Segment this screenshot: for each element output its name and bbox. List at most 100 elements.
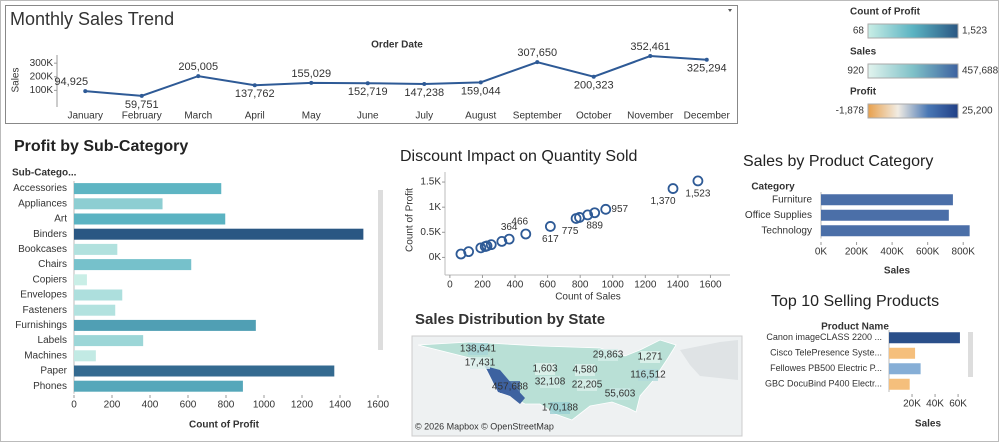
legend-max: 1,523	[962, 26, 987, 37]
x-tick-label: May	[302, 111, 321, 122]
point	[252, 83, 257, 88]
point[interactable]	[496, 235, 508, 247]
data-label: 307,650	[517, 47, 557, 59]
category-label: Fasteners	[23, 305, 67, 316]
bar[interactable]	[74, 289, 123, 301]
point[interactable]	[692, 175, 704, 187]
state-fill[interactable]	[468, 343, 488, 355]
legend-min: 68	[853, 26, 865, 37]
legend-max: 457,688	[962, 66, 999, 77]
bar[interactable]	[74, 274, 87, 286]
bar[interactable]	[889, 347, 916, 359]
bar[interactable]	[889, 363, 921, 375]
bar[interactable]	[74, 365, 335, 377]
category-label: Machines	[24, 350, 67, 361]
bar[interactable]	[821, 194, 953, 206]
x-tick-label: March	[184, 111, 212, 122]
scrollbar[interactable]	[378, 190, 383, 350]
data-label: 1,523	[685, 189, 710, 200]
chart-title: Discount Impact on Quantity Sold	[400, 148, 637, 165]
dropdown-arrow[interactable]	[728, 9, 732, 12]
x-tick-label: 0	[447, 280, 453, 291]
y-tick-label: 1.5K	[420, 177, 441, 188]
state-fill[interactable]	[598, 349, 618, 361]
x-tick-label: August	[465, 111, 496, 122]
x-axis-title: Sales	[915, 419, 942, 430]
state-fill[interactable]	[577, 379, 597, 391]
bar[interactable]	[74, 335, 144, 347]
bar[interactable]	[74, 319, 256, 331]
state-label: 17,431	[465, 358, 496, 369]
point[interactable]	[485, 239, 497, 251]
bar[interactable]	[74, 259, 192, 271]
bar[interactable]	[74, 380, 243, 392]
category-label: Appliances	[18, 198, 67, 209]
data-label: 775	[562, 226, 579, 237]
state-fill[interactable]	[500, 381, 520, 393]
data-label: 200,323	[574, 80, 614, 92]
state-label: 457,688	[492, 382, 529, 393]
bar[interactable]	[74, 304, 116, 316]
x-tick-label: 800	[572, 280, 589, 291]
category-label: Technology	[761, 225, 812, 236]
data-label: 352,461	[630, 41, 670, 53]
point[interactable]	[582, 209, 594, 221]
point[interactable]	[475, 242, 487, 254]
category-label: Bookcases	[18, 244, 67, 255]
bar[interactable]	[74, 213, 226, 225]
scrollbar[interactable]	[968, 332, 973, 377]
state-fill[interactable]	[640, 351, 660, 363]
point[interactable]	[544, 221, 556, 232]
state-fill[interactable]	[610, 388, 630, 400]
category-header: Product Name	[821, 322, 889, 333]
point[interactable]	[667, 183, 679, 194]
bar[interactable]	[889, 378, 910, 390]
chart-title: Sales by Product Category	[743, 153, 933, 170]
state-label: 138,641	[460, 344, 497, 355]
point[interactable]	[463, 246, 475, 258]
state-fill[interactable]	[550, 402, 570, 414]
bar[interactable]	[821, 225, 970, 237]
bar[interactable]	[74, 198, 163, 210]
bar[interactable]	[74, 228, 364, 240]
data-label: 147,238	[404, 87, 444, 99]
legend-max: 25,200	[962, 106, 993, 117]
x-tick-label: July	[415, 111, 433, 122]
state-fill[interactable]	[575, 364, 595, 376]
state-fill[interactable]	[470, 357, 490, 369]
data-label: 325,294	[687, 63, 727, 75]
x-tick-label: 40K	[926, 399, 944, 410]
state-label: 22,205	[572, 380, 603, 391]
state-fill[interactable]	[540, 376, 560, 388]
x-tick-label: 0K	[815, 247, 828, 258]
x-tick-label: 600	[180, 400, 197, 411]
point[interactable]	[503, 233, 515, 245]
bar[interactable]	[74, 350, 96, 362]
state-fill[interactable]	[638, 369, 658, 381]
point[interactable]	[589, 207, 601, 219]
category-label: Chairs	[38, 259, 67, 270]
state-fill[interactable]	[535, 363, 555, 375]
x-tick-label: 400	[507, 280, 524, 291]
canada-east	[680, 340, 738, 380]
y-axis-title: Sales	[11, 67, 22, 92]
x-tick-label: 400	[142, 400, 159, 411]
bar[interactable]	[74, 243, 118, 255]
category-label: Cisco TelePresence Syste...	[770, 348, 882, 358]
x-tick-label: October	[576, 111, 612, 122]
point[interactable]	[600, 203, 612, 215]
point	[83, 89, 88, 94]
point[interactable]	[520, 228, 532, 240]
bar[interactable]	[821, 209, 949, 221]
data-label: 137,762	[235, 88, 275, 100]
legend-title: Profit	[850, 87, 877, 98]
x-axis-title: Count of Sales	[555, 292, 621, 303]
x-tick-label: 1400	[667, 280, 690, 291]
y-tick-label: 0.5K	[420, 227, 441, 238]
legend-gradient	[867, 23, 959, 39]
bar[interactable]	[889, 332, 960, 344]
y-tick-label: 100K	[30, 85, 54, 96]
category-label: Binders	[33, 229, 67, 240]
bar[interactable]	[74, 183, 222, 195]
